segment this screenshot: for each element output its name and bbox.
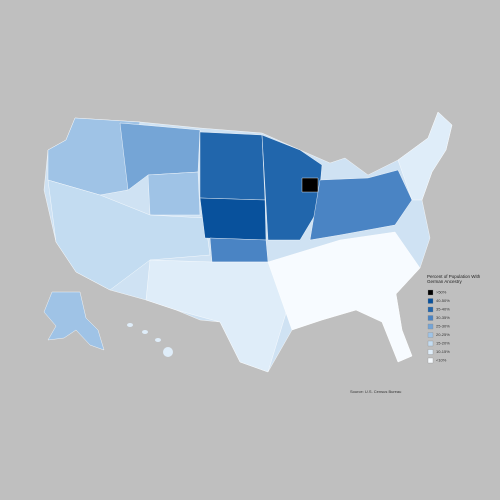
- region-dakotas: [199, 131, 266, 201]
- legend-label: >50%: [436, 290, 447, 295]
- legend-swatch: [427, 289, 434, 296]
- legend-label: 20-25%: [436, 332, 450, 337]
- legend-label: 10-15%: [436, 349, 450, 354]
- region-wisconsin-core: [301, 177, 319, 193]
- source-note: Source: U.S. Census Bureau: [350, 389, 401, 394]
- region-southwest: [47, 179, 211, 291]
- legend-label: 40-50%: [436, 298, 450, 303]
- hawaii: [127, 323, 173, 357]
- legend-swatch: [427, 340, 434, 347]
- legend-swatch: [427, 298, 434, 304]
- legend-label: 30-35%: [436, 315, 450, 320]
- alaska: [43, 291, 105, 351]
- region-nebraska: [199, 197, 267, 241]
- hawaii-island: [163, 347, 173, 357]
- region-south-plains: [145, 259, 291, 373]
- region-ohio-valley: [309, 169, 413, 241]
- legend-label: 25-30%: [436, 324, 450, 329]
- legend: Percent of Population With German Ancest…: [427, 274, 481, 364]
- region-northeast: [397, 111, 453, 201]
- hawaii-island: [142, 330, 148, 334]
- legend-label: 15-20%: [436, 341, 450, 346]
- region-kansas: [209, 237, 269, 263]
- legend-swatch: [427, 323, 434, 330]
- hawaii-island: [155, 338, 161, 342]
- legend-title-box: Percent of Population With German Ancest…: [427, 274, 481, 284]
- legend-title: Percent of Population With German Ancest…: [427, 274, 481, 284]
- legend-label: <10%: [436, 358, 447, 363]
- legend-label: 35-40%: [436, 307, 450, 312]
- legend-swatch: [427, 349, 434, 355]
- legend-swatch: [427, 332, 434, 338]
- hawaii-island: [127, 323, 133, 327]
- region-wyoming: [147, 171, 201, 216]
- contiguous-us: [43, 111, 453, 373]
- region-southeast: [267, 231, 421, 363]
- legend-swatch: [427, 306, 434, 313]
- legend-swatch: [427, 315, 434, 321]
- legend-swatch: [427, 357, 434, 364]
